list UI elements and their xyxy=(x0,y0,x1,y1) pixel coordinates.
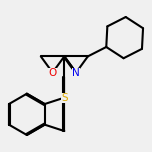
Text: O: O xyxy=(48,68,57,78)
Text: N: N xyxy=(72,68,80,78)
Text: S: S xyxy=(61,93,68,103)
